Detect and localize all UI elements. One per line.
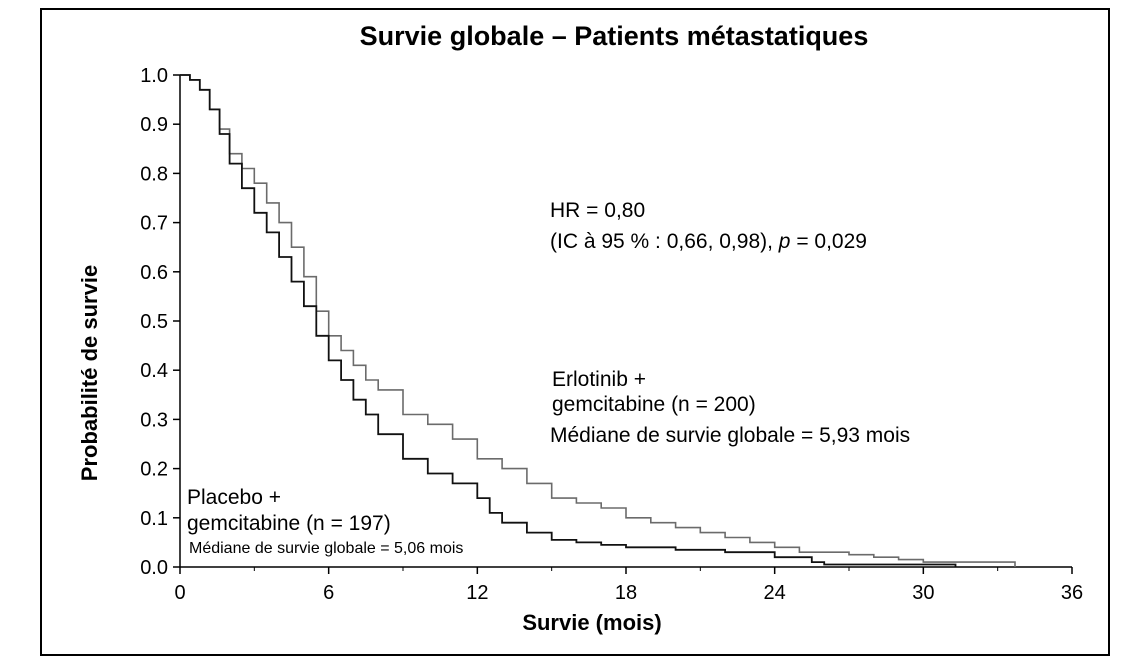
y-axis-label: Probabilité de survie [77,265,102,481]
x-tick-label: 6 [323,582,334,604]
placebo-label-line2: gemcitabine (n = 197) [187,512,391,535]
chart-title: Survie globale – Patients métastatiques [360,21,869,51]
chart-svg: Survie globale – Patients métastatiques … [77,21,1083,635]
y-tick-label: 0.2 [140,459,168,481]
hr-annotation: HR = 0,80 [550,199,645,222]
placebo-label-line1: Placebo + [187,486,281,509]
y-tick-label: 0.3 [140,409,168,431]
ci-annotation: (IC à 95 % : 0,66, 0,98), p = 0,029 [550,230,867,253]
y-tick-label: 0.6 [140,262,168,284]
y-tick-label: 0.9 [140,114,168,136]
y-tick-label: 0.0 [140,557,168,579]
p-value: = 0,029 [790,230,866,253]
y-axis: 0.0 0.1 0.2 0.3 0.4 0.5 0.6 0.7 0.8 0.9 1.0 [140,65,181,579]
erlotinib-label-line2: gemcitabine (n = 200) [552,393,756,416]
x-axis: 0 6 12 18 24 30 36 [174,566,1083,604]
x-tick-label: 36 [1061,582,1083,604]
x-tick-label: 30 [912,582,934,604]
erlotinib-label-line1: Erlotinib + [552,368,646,391]
y-tick-label: 1.0 [140,65,168,87]
series-layer [180,74,1016,567]
x-tick-label: 0 [174,582,185,604]
y-tick-label: 0.8 [140,163,168,185]
y-tick-label: 0.1 [140,508,168,530]
x-axis-label: Survie (mois) [522,610,661,635]
x-tick-label: 12 [466,582,488,604]
x-tick-label: 18 [615,582,637,604]
placebo-median: Médiane de survie globale = 5,06 mois [189,540,463,557]
erlotinib-median: Médiane de survie globale = 5,93 mois [550,424,910,447]
y-tick-label: 0.5 [140,311,168,333]
x-tick-label: 24 [764,582,786,604]
chart-frame: Survie globale – Patients métastatiques … [40,8,1110,656]
p-italic: p [778,230,791,253]
series-erlotinib-line [180,74,1016,567]
y-tick-label: 0.4 [140,360,168,382]
y-tick-label: 0.7 [140,213,168,235]
ci-prefix: (IC à 95 % : 0,66, 0,98), [550,230,779,253]
series-placebo-line [180,74,957,567]
